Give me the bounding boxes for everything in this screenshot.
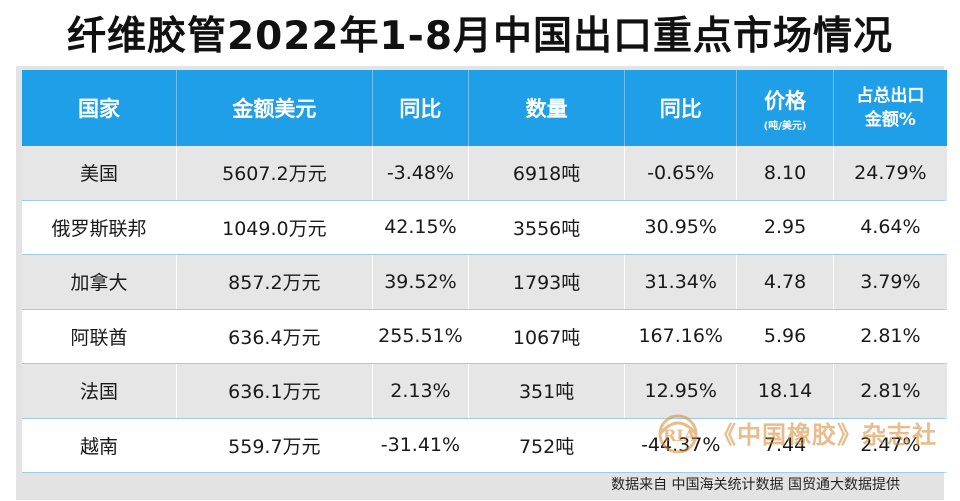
cell-quantity: 1793吨 [469, 255, 626, 309]
cell-country: 越南 [22, 418, 177, 472]
cell-amount: 5607.2万元 [177, 146, 373, 200]
page-title: 纤维胶管2022年1-8月中国出口重点市场情况 [66, 14, 893, 59]
cell-yoy-quantity: 12.95% [625, 364, 738, 418]
cell-price: 5.96 [737, 309, 834, 363]
cell-amount: 636.4万元 [177, 309, 373, 363]
cell-share: 2.81% [860, 325, 921, 348]
cell-yoy-amount: -31.41% [373, 418, 470, 472]
cell-price: 4.78 [737, 255, 834, 309]
cell-country: 俄罗斯联邦 [22, 200, 177, 254]
header-amount: 金额美元 [177, 70, 373, 146]
row-divider [22, 417, 947, 419]
row-divider [22, 472, 947, 473]
row-divider [22, 199, 947, 201]
ria-logo-icon: RIA [650, 410, 706, 454]
cell-amount: 1049.0万元 [177, 200, 373, 254]
cell-price: 7.44 [737, 418, 834, 472]
header-country: 国家 [22, 70, 177, 146]
cell-share: 2.47% [860, 434, 921, 457]
header-price: 价格 (吨/美元) [737, 70, 834, 146]
header-price-unit: (吨/美元) [763, 120, 807, 132]
header-share: 占总出口 金额% [834, 70, 947, 146]
cell-yoy-amount: 39.52% [373, 255, 470, 309]
table-row: 加拿大 857.2万元 39.52% 1793吨 31.34% 4.78 3.79% [22, 255, 947, 309]
cell-yoy-quantity: 167.16% [625, 309, 738, 363]
row-divider [22, 363, 947, 364]
header-quantity: 数量 [469, 70, 626, 146]
cell-yoy-amount: -3.48% [373, 146, 470, 200]
watermark-text: 《中国橡胶》杂志社 [712, 419, 937, 449]
cell-price: 18.14 [737, 364, 834, 418]
header-share-line1: 占总出口 [856, 86, 925, 106]
table-row: 越南 559.7万元 -31.41% 752吨 -44.37% 7.44 2.47% [22, 418, 947, 472]
header-share-line2: 金额% [864, 110, 916, 130]
cell-yoy-amount: 255.51% [373, 309, 470, 363]
cell-share: 2.81% [860, 379, 921, 402]
cell-price: 8.10 [737, 146, 834, 200]
cell-amount: 636.1万元 [177, 364, 373, 418]
table-row: 俄罗斯联邦 1049.0万元 42.15% 3556吨 30.95% 2.95 4.64% [22, 200, 947, 254]
cell-share: 4.64% [860, 216, 921, 239]
table-header: 国家 金额美元 同比 数量 同比 价格 (吨/美元) 占总出口 金额% [22, 70, 947, 146]
header-yoy-amount: 同比 [373, 70, 470, 146]
watermark: RIA 《中国橡胶》杂志社 [650, 405, 940, 459]
cell-yoy-amount: 42.15% [373, 200, 470, 254]
cell-price: 2.95 [737, 200, 834, 254]
data-source-note: 数据来自 中国海关统计数据 国贸通大数据提供 [611, 477, 900, 493]
row-divider [22, 254, 947, 255]
cell-country: 阿联酋 [22, 309, 177, 363]
cell-quantity: 1067吨 [469, 309, 626, 363]
header-price-label: 价格 [764, 88, 807, 113]
table-row: 法国 636.1万元 2.13% 351吨 12.95% 18.14 2.81% [22, 364, 947, 418]
cell-yoy-quantity: -0.65% [625, 146, 738, 200]
cell-yoy-amount: 2.13% [373, 364, 470, 418]
cell-share: 24.79% [854, 161, 927, 184]
cell-country: 加拿大 [22, 255, 177, 309]
cell-quantity: 3556吨 [469, 200, 626, 254]
row-divider [22, 308, 947, 310]
cell-share: 3.79% [860, 270, 921, 293]
cell-quantity: 752吨 [469, 418, 626, 472]
table-row: 阿联酋 636.4万元 255.51% 1067吨 167.16% 5.96 2.81% [22, 309, 947, 363]
svg-text:RIA: RIA [663, 426, 697, 445]
cell-amount: 857.2万元 [177, 255, 373, 309]
cell-quantity: 351吨 [469, 364, 626, 418]
cell-country: 法国 [22, 364, 177, 418]
cell-country: 美国 [22, 146, 177, 200]
table-row: 美国 5607.2万元 -3.48% 6918吨 -0.65% 8.10 24.79% [22, 146, 947, 200]
cell-amount: 559.7万元 [177, 418, 373, 472]
cell-yoy-quantity: 31.34% [625, 255, 738, 309]
cell-yoy-quantity: 30.95% [625, 200, 738, 254]
header-yoy-quantity: 同比 [625, 70, 738, 146]
cell-quantity: 6918吨 [469, 146, 626, 200]
